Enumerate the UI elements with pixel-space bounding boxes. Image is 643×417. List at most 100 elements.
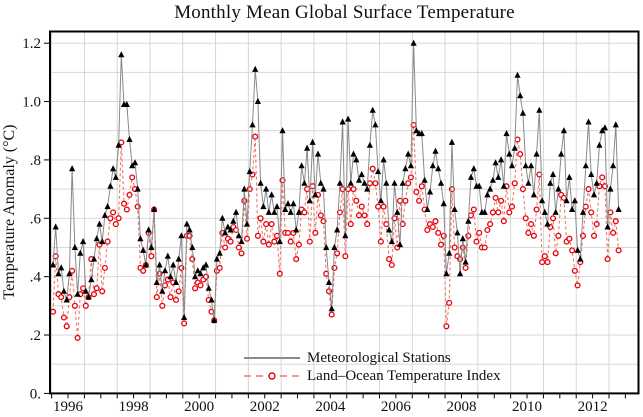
loti-point: [508, 203, 516, 210]
stations-point: [372, 121, 379, 128]
stations-point: [181, 313, 188, 320]
stations-point: [137, 235, 144, 242]
stations-point: [126, 135, 133, 142]
loti-point: [172, 296, 180, 304]
loti-point: [418, 183, 425, 190]
loti-point: [604, 256, 611, 263]
stations-point: [334, 226, 341, 233]
stations-point: [391, 179, 398, 186]
stations-point: [465, 217, 472, 224]
y-tick-label: .8: [30, 153, 41, 169]
stations-point: [112, 173, 119, 180]
stations-point: [271, 208, 278, 215]
loti-point: [115, 215, 122, 222]
loti-point: [522, 215, 529, 222]
stations-point: [219, 214, 226, 221]
tick-labels: 1996 1998 2000 2002 2004 2006 2008 2010 2012 0. .2…: [22, 36, 607, 415]
stations-point: [131, 159, 139, 166]
loti-point: [254, 232, 261, 239]
stations-point: [342, 232, 349, 239]
legend-label-loti: Land–Ocean Temperature Index: [307, 367, 501, 384]
stations-point: [60, 287, 67, 294]
stations-point: [96, 220, 103, 227]
loti-point: [134, 203, 141, 210]
loti-point: [350, 186, 357, 193]
stations-point: [413, 127, 420, 134]
stations-point: [82, 287, 89, 294]
stations-point: [140, 246, 147, 253]
stations-line-sample: [244, 357, 300, 359]
stations-point: [448, 138, 455, 145]
loti-point: [276, 270, 283, 277]
loti-point: [366, 180, 373, 187]
loti-point: [498, 197, 505, 204]
stations-point: [178, 232, 185, 239]
stations-point: [304, 144, 311, 151]
stations-point: [153, 278, 160, 285]
stations-point: [459, 235, 466, 242]
loti-point: [58, 294, 65, 301]
stations-point: [607, 185, 614, 192]
stations-point: [388, 238, 395, 245]
stations-point: [566, 173, 573, 180]
stations-point: [186, 226, 193, 233]
loti-point: [511, 180, 518, 187]
loti-point: [582, 203, 589, 210]
stations-point: [238, 238, 245, 245]
stations-point: [579, 208, 587, 215]
stations-point: [189, 243, 196, 250]
loti-point: [140, 267, 147, 274]
stations-point: [69, 165, 76, 172]
stations-point: [71, 243, 78, 250]
stations-markers: [49, 39, 622, 323]
loti-point: [612, 218, 619, 225]
loti-point: [110, 209, 117, 216]
y-tick-label: 1.0: [22, 95, 41, 111]
loti-point: [74, 334, 81, 341]
stations-point: [151, 205, 158, 212]
stations-point: [107, 182, 114, 189]
stations-point: [290, 200, 297, 207]
stations-point: [590, 191, 598, 198]
stations-point: [484, 191, 491, 198]
loti-point: [380, 203, 387, 210]
stations-point: [197, 270, 204, 277]
loti-point: [539, 259, 546, 266]
stations-point: [282, 205, 289, 212]
loti-sample-marker: [268, 372, 276, 380]
stations-point: [506, 150, 513, 157]
stations-point: [164, 252, 171, 259]
loti-point: [347, 221, 354, 228]
stations-point: [161, 267, 169, 274]
x-tick-label: 2000: [184, 399, 214, 415]
y-tick-label: 1.2: [22, 36, 41, 52]
loti-point: [334, 250, 341, 257]
loti-point: [585, 186, 592, 193]
loti-point: [167, 294, 174, 301]
stations-point: [63, 296, 70, 303]
stations-point: [530, 191, 537, 198]
stations-point: [148, 243, 155, 250]
loti-point: [312, 229, 319, 236]
loti-point: [489, 209, 496, 216]
stations-point: [110, 165, 117, 172]
loti-point: [599, 174, 606, 181]
loti-point: [484, 226, 491, 234]
loti-point: [495, 209, 502, 216]
loti-point: [129, 174, 136, 181]
stations-point: [183, 220, 190, 227]
loti-point: [257, 215, 264, 222]
stations-point: [601, 124, 608, 131]
loti-point: [63, 323, 70, 330]
stations-point: [585, 118, 592, 125]
loti-point: [451, 244, 458, 251]
loti-point: [533, 206, 540, 213]
loti-point: [590, 232, 598, 239]
stations-point: [549, 170, 557, 177]
stations-point: [560, 127, 567, 134]
loti-point: [544, 259, 551, 266]
stations-point: [399, 179, 406, 186]
stations-point: [522, 162, 529, 169]
stations-point: [249, 121, 256, 128]
loti-point: [104, 238, 111, 245]
